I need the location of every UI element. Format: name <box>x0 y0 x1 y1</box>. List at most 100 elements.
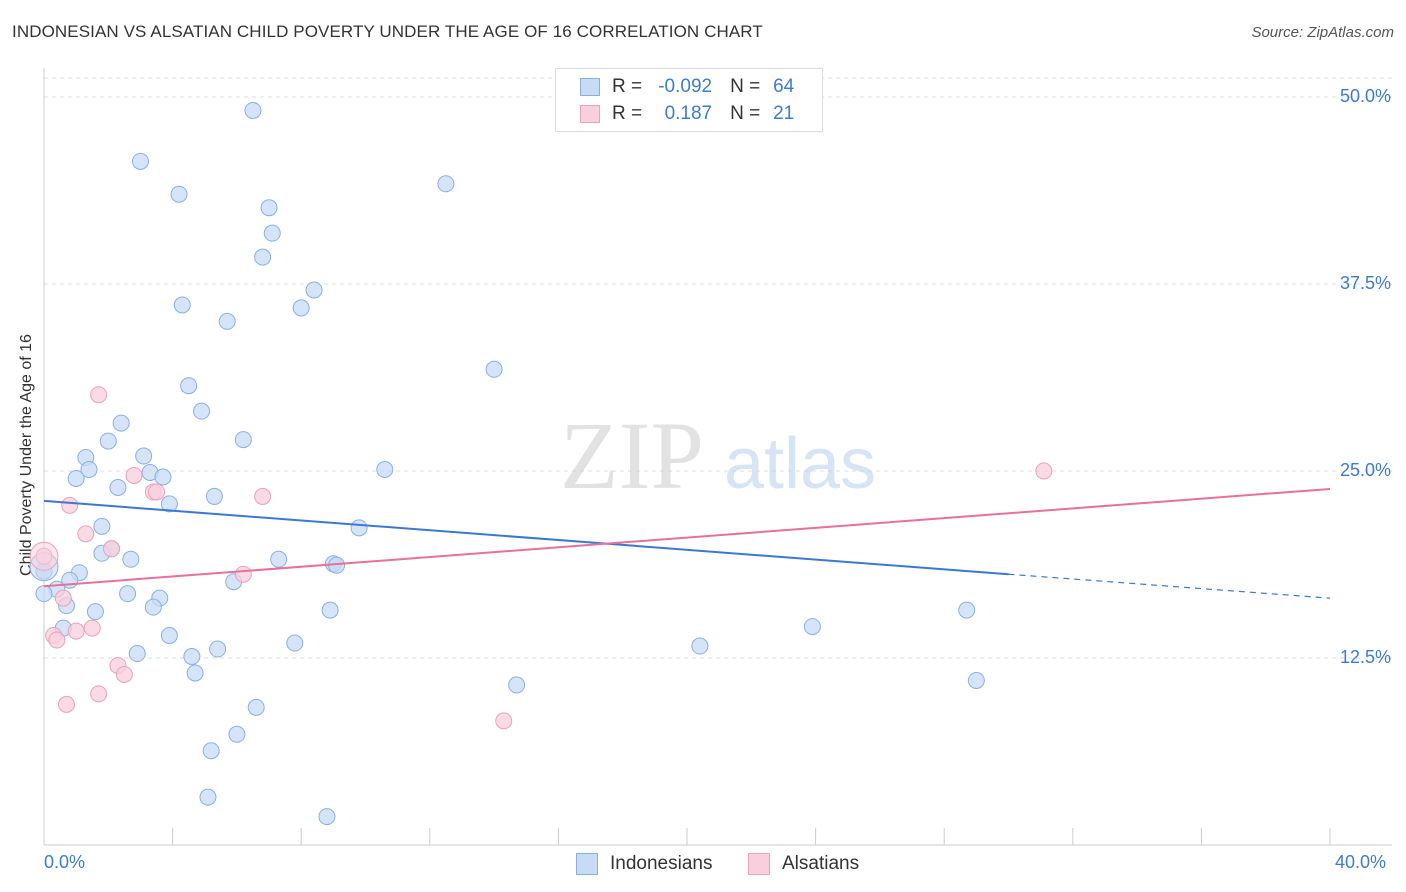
indonesian-point <box>234 431 252 449</box>
indonesian-point <box>209 640 227 658</box>
indonesian-trend-extension <box>1008 573 1331 599</box>
legend-swatch-pink <box>580 105 600 123</box>
indonesian-point <box>958 601 976 619</box>
legend-swatch-blue <box>580 78 600 96</box>
indonesian-point <box>183 648 201 666</box>
alsatian-point <box>495 712 513 730</box>
indonesian-point <box>186 664 204 682</box>
indonesian-point <box>180 377 198 395</box>
indonesian-point <box>376 461 394 479</box>
indonesian-point <box>160 627 178 645</box>
chart-title: INDONESIAN VS ALSATIAN CHILD POVERTY UND… <box>12 22 763 41</box>
indonesian-point <box>86 603 104 621</box>
alsatian-point <box>90 386 108 404</box>
x-tick-label-max: 40.0% <box>1335 852 1387 872</box>
indonesian-point <box>321 601 339 619</box>
alsatian-point <box>115 665 133 683</box>
indonesian-point <box>112 414 130 432</box>
indonesian-point <box>199 788 217 806</box>
bottom-legend-indonesians: Indonesians <box>576 852 712 876</box>
y-tick-label: 50.0% <box>1340 86 1392 106</box>
alsatian-point <box>83 619 101 637</box>
indonesian-point <box>350 519 368 537</box>
alsatian-point <box>67 622 85 640</box>
alsatian-point <box>148 483 166 501</box>
indonesian-point <box>286 634 304 652</box>
indonesian-point <box>244 101 262 119</box>
indonesian-point <box>193 402 211 420</box>
bottom-legend-swatch-pink <box>748 853 770 875</box>
watermark-atlas: atlas <box>724 424 876 504</box>
indonesian-point <box>263 224 281 242</box>
alsatian-point <box>1035 462 1053 480</box>
indonesian-point <box>160 495 178 513</box>
alsatian-point <box>103 540 121 558</box>
indonesian-point <box>254 248 272 266</box>
indonesian-point <box>305 281 323 299</box>
indonesian-point <box>119 585 137 603</box>
bottom-legend-label: Alsatians <box>782 853 860 874</box>
indonesian-point <box>270 550 288 568</box>
alsatian-point <box>58 695 76 713</box>
indonesian-point <box>170 185 188 203</box>
indonesian-point <box>67 469 85 487</box>
indonesian-point <box>247 698 265 716</box>
indonesian-point <box>292 299 310 317</box>
legend-n-value: 64 <box>773 76 795 97</box>
alsatian-point <box>125 466 143 484</box>
watermark-zip: ZIP <box>560 402 704 509</box>
stats-legend: R = -0.092 N = 64 R = 0.187 N = 21 <box>555 68 823 132</box>
alsatian-point <box>90 685 108 703</box>
y-tick-label: 12.5% <box>1340 647 1392 667</box>
alsatian-point <box>254 487 272 505</box>
indonesian-point <box>202 742 220 760</box>
legend-row-indonesians: R = -0.092 N = 64 <box>580 74 794 100</box>
indonesian-point <box>803 618 821 636</box>
indonesian-point <box>99 432 117 450</box>
indonesian-point <box>228 725 246 743</box>
legend-n-label: N = <box>730 103 761 124</box>
indonesian-point <box>128 645 146 663</box>
watermark: ZIP atlas <box>560 402 876 509</box>
legend-r-label: R = <box>612 103 643 124</box>
alsatian-point <box>48 631 66 649</box>
series-alsatians <box>29 386 1053 730</box>
x-tick-label-min: 0.0% <box>44 852 86 872</box>
alsatian-point <box>61 496 79 514</box>
bottom-legend-alsatians: Alsatians <box>748 852 859 876</box>
alsatian-point <box>77 525 95 543</box>
indonesian-point <box>144 598 162 616</box>
indonesian-point <box>967 671 985 689</box>
indonesian-point <box>80 461 98 479</box>
indonesian-point <box>93 517 111 535</box>
indonesian-point <box>122 550 140 568</box>
y-tick-label: 37.5% <box>1340 273 1392 293</box>
legend-r-label: R = <box>612 76 643 97</box>
bottom-legend-swatch-blue <box>576 853 598 875</box>
indonesian-point <box>131 152 149 170</box>
indonesian-point <box>205 487 223 505</box>
bottom-legend-label: Indonesians <box>610 853 713 874</box>
alsatian-point <box>234 565 252 583</box>
indonesian-point <box>154 468 172 486</box>
indonesian-point <box>260 199 278 217</box>
indonesian-point <box>173 296 191 314</box>
indonesian-point <box>508 676 526 694</box>
legend-n-label: N = <box>730 76 761 97</box>
indonesian-point <box>135 447 153 465</box>
legend-r-value: -0.092 <box>658 76 713 97</box>
legend-n-value: 21 <box>773 103 795 124</box>
y-tick-label: 25.0% <box>1340 460 1392 480</box>
indonesian-point <box>218 312 236 330</box>
alsatian-point-large <box>29 541 59 571</box>
indonesian-trend-line <box>43 499 1009 576</box>
indonesian-point <box>35 585 53 603</box>
indonesian-point <box>109 478 127 496</box>
indonesian-point <box>318 808 336 826</box>
trend-lines <box>43 487 1331 599</box>
indonesian-point <box>485 360 503 378</box>
indonesian-point <box>437 175 455 193</box>
legend-r-value: 0.187 <box>664 103 713 124</box>
indonesian-point <box>691 637 709 655</box>
